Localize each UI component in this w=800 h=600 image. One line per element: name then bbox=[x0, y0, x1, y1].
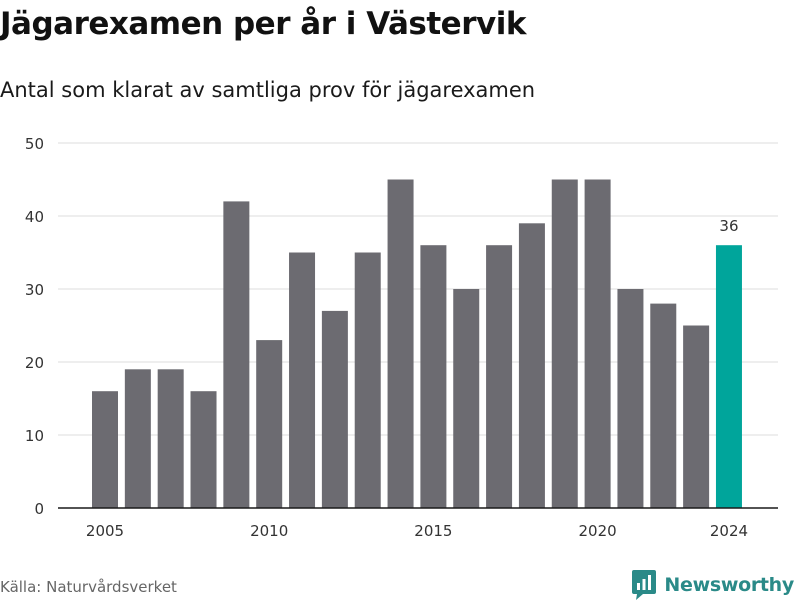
x-tick-label: 2010 bbox=[250, 522, 288, 540]
bar-2012 bbox=[321, 310, 348, 508]
bar-2006 bbox=[124, 369, 151, 508]
bar-2024 bbox=[715, 245, 742, 508]
bar-2021 bbox=[617, 289, 644, 508]
x-tick-label: 2020 bbox=[579, 522, 617, 540]
bar-2015 bbox=[420, 245, 447, 508]
y-tick-label: 10 bbox=[25, 427, 44, 445]
chart-subtitle: Antal som klarat av samtliga prov för jä… bbox=[0, 78, 536, 102]
y-tick-label: 0 bbox=[34, 500, 44, 518]
x-tick-label: 2024 bbox=[710, 522, 748, 540]
x-tick-label: 2005 bbox=[86, 522, 124, 540]
bar-2010 bbox=[256, 340, 283, 508]
source-note: Källa: Naturvårdsverket bbox=[0, 578, 177, 596]
data-label: 36 bbox=[719, 217, 738, 235]
bar-2022 bbox=[650, 303, 677, 508]
bar-2007 bbox=[157, 369, 184, 508]
bar-2014 bbox=[387, 179, 414, 508]
brand-name: Newsworthy bbox=[664, 574, 794, 596]
y-tick-label: 30 bbox=[25, 281, 44, 299]
y-tick-label: 50 bbox=[25, 135, 44, 153]
bar-chart-speech-bubble-icon bbox=[632, 570, 657, 600]
bar-2013 bbox=[354, 252, 381, 508]
bar-2005 bbox=[92, 391, 118, 508]
y-tick-label: 40 bbox=[25, 208, 44, 226]
bar-2020 bbox=[584, 179, 611, 508]
bar-2017 bbox=[486, 245, 513, 508]
bar-2016 bbox=[453, 289, 480, 508]
bar-2023 bbox=[683, 325, 710, 508]
y-tick-label: 20 bbox=[25, 354, 44, 372]
bar-2009 bbox=[223, 201, 250, 508]
x-tick-label: 2015 bbox=[414, 522, 452, 540]
bar-2011 bbox=[289, 252, 316, 508]
bar-2019 bbox=[551, 179, 578, 508]
brand-logo: Newsworthy bbox=[632, 570, 794, 600]
bar-2008 bbox=[190, 391, 217, 508]
bar-2018 bbox=[518, 223, 545, 509]
chart-title: Jägarexamen per år i Västervik bbox=[0, 6, 526, 42]
